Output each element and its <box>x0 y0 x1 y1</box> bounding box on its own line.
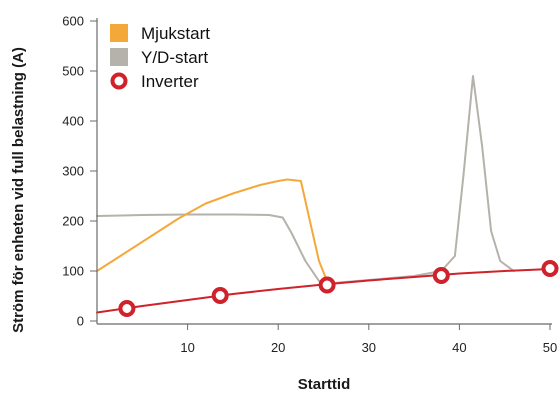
legend: Mjukstart Y/D-start Inverter <box>110 24 210 91</box>
x-tick-label: 20 <box>271 340 285 355</box>
data-point-inverter <box>432 267 450 284</box>
legend-swatch-y-d-start <box>110 48 128 66</box>
legend-swatch-inverter <box>110 72 128 90</box>
data-point-inverter <box>318 276 336 294</box>
data-point-inverter <box>118 300 136 317</box>
legend-label-mjukstart: Mjukstart <box>141 24 210 43</box>
y-tick-label: 0 <box>77 314 84 329</box>
y-axis-title: Ström för enheten vid full belastning (A… <box>10 47 27 333</box>
legend-label-inverter: Inverter <box>141 72 199 91</box>
x-tick-label: 40 <box>452 340 466 355</box>
series-line-mjukstart <box>96 178 334 286</box>
y-tick-label: 100 <box>62 264 84 279</box>
ticks: 0 100 200 300 400 500 600 10 20 30 40 50 <box>62 14 557 356</box>
y-tick-label: 300 <box>62 164 84 179</box>
x-tick-label: 50 <box>543 340 557 355</box>
y-tick-label: 400 <box>62 114 84 129</box>
plot-markers <box>118 260 559 317</box>
x-axis-title: Starttid <box>298 376 351 393</box>
y-tick-label: 500 <box>62 64 84 79</box>
y-tick-label: 200 <box>62 214 84 229</box>
series-line-y-d-start <box>96 75 515 285</box>
plot-lines <box>96 75 551 314</box>
x-tick-label: 10 <box>180 340 194 355</box>
data-point-inverter <box>211 287 229 304</box>
legend-label-y-d-start: Y/D-start <box>141 48 208 67</box>
x-tick-label: 30 <box>362 340 376 355</box>
data-point-inverter <box>541 260 559 277</box>
legend-swatch-mjukstart <box>110 24 128 42</box>
y-tick-label: 600 <box>62 14 84 29</box>
